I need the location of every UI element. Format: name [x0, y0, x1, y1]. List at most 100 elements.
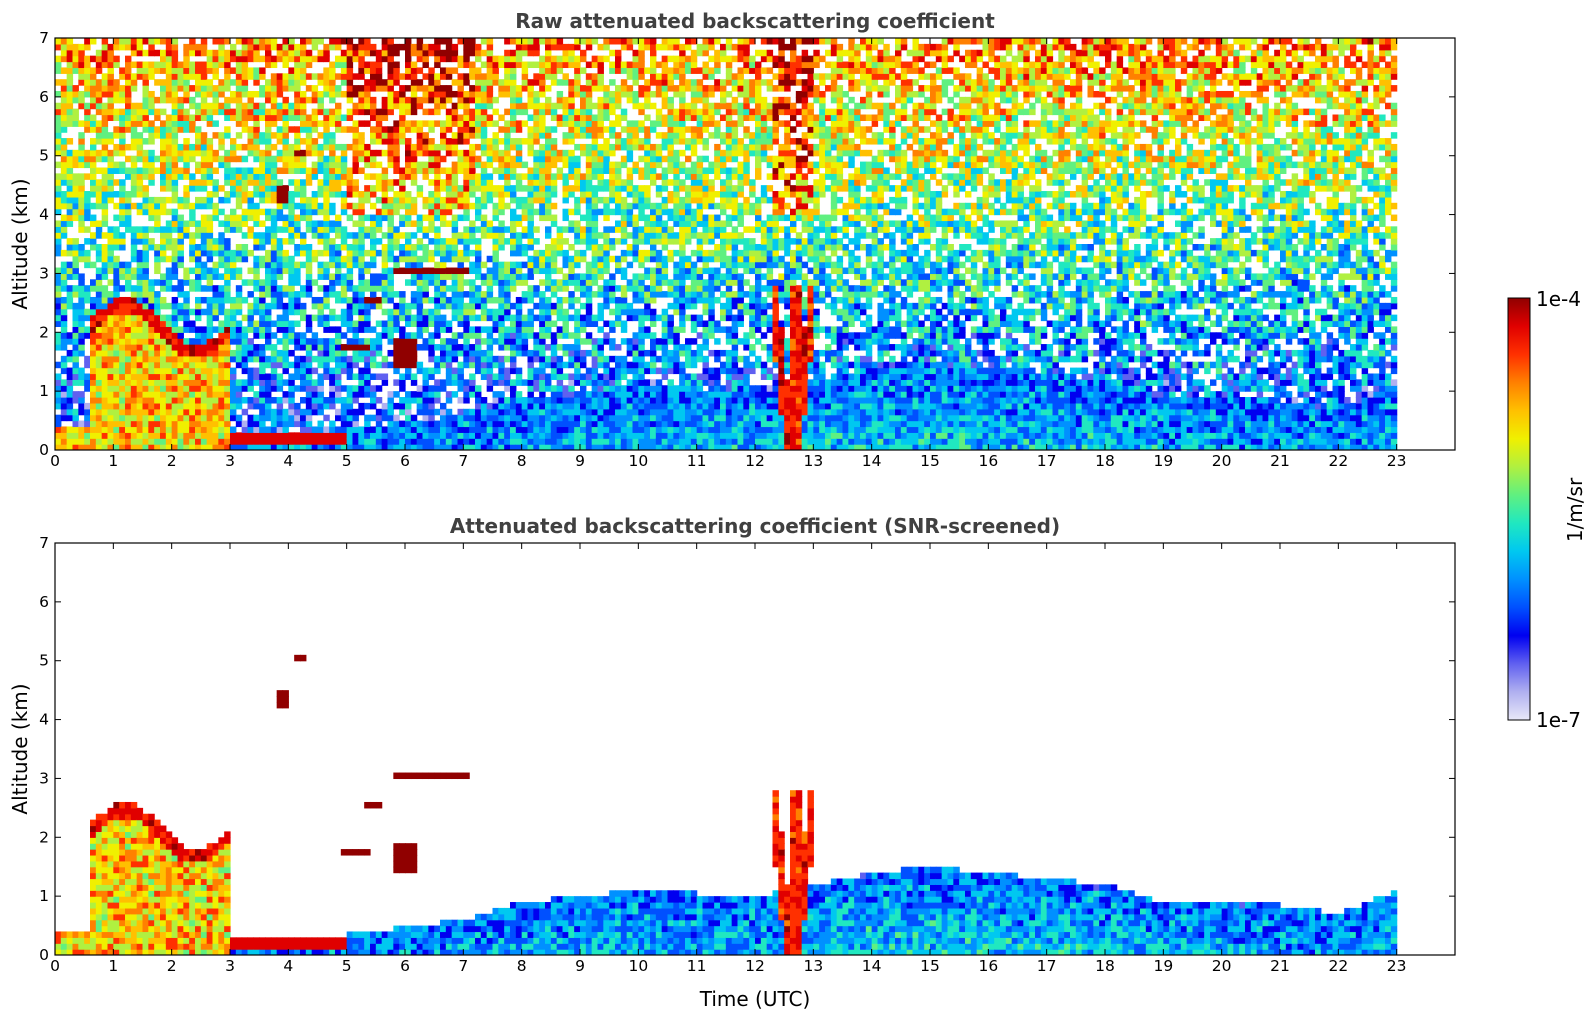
heatmap-cell — [224, 273, 231, 280]
heatmap-cell — [533, 373, 540, 380]
heatmap-cell — [183, 397, 190, 404]
heatmap-cell — [183, 326, 190, 333]
heatmap-cell — [235, 49, 243, 57]
heatmap-cell — [568, 391, 575, 398]
heatmap-cell — [200, 232, 208, 239]
heatmap-cell — [171, 302, 179, 310]
heatmap-cell — [125, 273, 132, 280]
heatmap-cell — [259, 414, 266, 422]
heatmap-cell — [440, 385, 447, 392]
heatmap-cell — [323, 314, 330, 322]
heatmap-cell — [393, 432, 400, 439]
heatmap-cell — [410, 320, 418, 327]
heatmap-cell — [189, 444, 196, 450]
heatmap-cell — [375, 55, 383, 63]
heatmap-cell — [480, 397, 488, 404]
heatmap-cell — [504, 79, 511, 86]
heatmap-cell — [265, 291, 272, 298]
heatmap-cell — [107, 314, 114, 322]
heatmap-cell — [463, 138, 470, 145]
heatmap-cell — [212, 326, 219, 333]
heatmap-cell — [568, 132, 575, 139]
heatmap-cell — [200, 214, 208, 222]
heatmap-cell — [352, 138, 359, 145]
heatmap-cell — [154, 361, 161, 369]
heatmap-cell — [405, 361, 412, 369]
heatmap-cell — [66, 167, 74, 174]
heatmap-cell — [265, 414, 272, 422]
heatmap-cell — [125, 143, 132, 151]
heatmap-cell — [224, 61, 231, 69]
heatmap-cell — [247, 432, 254, 439]
heatmap-cell — [521, 244, 529, 251]
heatmap-cell — [510, 314, 517, 322]
heatmap-cell — [95, 391, 103, 398]
heatmap-cell — [95, 379, 103, 386]
heatmap-cell — [189, 232, 196, 239]
heatmap-cell — [265, 149, 272, 157]
heatmap-cell — [206, 373, 214, 380]
heatmap-cell — [107, 326, 114, 333]
heatmap-cell — [375, 179, 383, 186]
heatmap-cell — [545, 373, 552, 380]
heatmap-cell — [265, 302, 272, 310]
heatmap-cell — [136, 279, 144, 286]
heatmap-cell — [72, 302, 79, 310]
heatmap-cell — [504, 55, 511, 63]
heatmap-cell — [160, 155, 167, 163]
heatmap-cell — [568, 90, 575, 98]
heatmap-cell — [410, 291, 418, 298]
heatmap-cell — [241, 444, 249, 450]
heatmap-cell — [475, 355, 482, 363]
heatmap-cell — [580, 255, 587, 263]
heatmap-cell — [195, 261, 202, 269]
heatmap-cell — [568, 167, 575, 174]
heatmap-cell — [370, 173, 377, 180]
heatmap-cell — [183, 85, 190, 92]
heatmap-cell — [165, 273, 173, 280]
heatmap-cell — [539, 279, 546, 286]
heatmap-cell — [457, 161, 464, 169]
heatmap-cell — [580, 314, 587, 322]
heatmap-cell — [270, 291, 278, 298]
heatmap-cell — [101, 61, 109, 69]
heatmap-cell — [119, 244, 126, 251]
heatmap-cell — [148, 61, 155, 69]
heatmap-cell — [55, 232, 62, 239]
heatmap-cell — [101, 391, 109, 398]
heatmap-cell — [241, 208, 249, 216]
heatmap-cell — [230, 96, 237, 104]
heatmap-cell — [154, 167, 161, 174]
heatmap-cell — [410, 102, 418, 110]
heatmap-cell — [200, 108, 208, 116]
heatmap-cell — [107, 391, 114, 398]
heatmap-cell — [218, 326, 225, 333]
heatmap-cell — [84, 432, 91, 439]
heatmap-cell — [329, 67, 336, 74]
heatmap-cell — [90, 126, 97, 133]
heatmap-cell — [78, 320, 85, 327]
heatmap-cell — [416, 255, 424, 263]
heatmap-cell — [171, 379, 179, 386]
heatmap-cell — [545, 426, 552, 433]
heatmap-cell — [504, 397, 511, 404]
heatmap-cell — [171, 385, 179, 392]
heatmap-cell — [568, 361, 575, 369]
heatmap-cell — [270, 408, 278, 416]
heatmap-cell — [282, 220, 289, 227]
heatmap-cell — [568, 344, 575, 351]
heatmap-cell — [265, 96, 272, 104]
heatmap-cell — [352, 90, 359, 98]
heatmap-cell — [183, 361, 190, 369]
heatmap-cell — [55, 291, 62, 298]
heatmap-cell — [113, 338, 120, 345]
heatmap-cell — [580, 326, 587, 333]
heatmap-cell — [510, 367, 517, 375]
heatmap-cell — [370, 249, 377, 257]
heatmap-cell — [212, 67, 219, 74]
heatmap-cell — [381, 261, 389, 269]
heatmap-cell — [504, 373, 511, 380]
heatmap-cell — [95, 67, 103, 74]
heatmap-cell — [405, 367, 412, 375]
heatmap-cell — [101, 173, 109, 180]
